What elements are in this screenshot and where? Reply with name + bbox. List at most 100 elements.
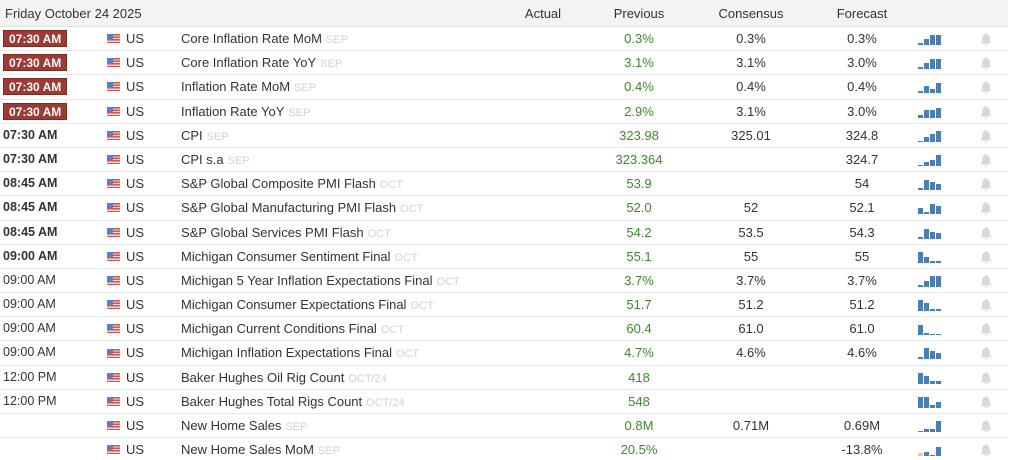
sparkline-chart-icon[interactable] bbox=[918, 372, 944, 384]
sparkline-chart-icon[interactable] bbox=[918, 57, 944, 70]
calendar-row[interactable]: US New Home Sales MoM SEP 20.5% -13.8% bbox=[0, 438, 1008, 460]
column-header-forecast[interactable]: Forecast bbox=[836, 6, 888, 21]
event-reference-period: OCT bbox=[380, 324, 405, 337]
sparkline-chart-icon[interactable] bbox=[918, 227, 944, 239]
sparkline-chart-icon[interactable] bbox=[918, 420, 944, 432]
sparkline-chart-icon[interactable] bbox=[918, 275, 944, 287]
bell-alert-icon[interactable] bbox=[980, 129, 992, 143]
event-name-link[interactable]: Michigan Current Conditions Final bbox=[181, 321, 377, 337]
bell-alert-icon[interactable] bbox=[980, 443, 992, 457]
sparkline-chart-icon[interactable] bbox=[918, 106, 944, 118]
country-code: US bbox=[126, 272, 145, 288]
event-name-link[interactable]: Inflation Rate MoM bbox=[181, 79, 291, 95]
event-name-link[interactable]: New Home Sales bbox=[181, 418, 282, 433]
sparkline-chart-icon[interactable] bbox=[918, 323, 944, 336]
sparkline-chart-icon[interactable] bbox=[918, 33, 944, 45]
calendar-row[interactable]: 09:00 AM US Michigan Inflation Expectati… bbox=[0, 341, 1008, 366]
event-country: US bbox=[107, 414, 144, 437]
event-name-link[interactable]: Inflation Rate YoY bbox=[181, 103, 285, 119]
forecast-value bbox=[817, 366, 907, 389]
calendar-row[interactable]: 08:45 AM US S&P Global Services PMI Flas… bbox=[0, 221, 1008, 245]
sparkline-chart-icon[interactable] bbox=[918, 81, 944, 94]
country-code: US bbox=[126, 442, 145, 458]
calendar-row[interactable]: 08:45 AM US S&P Global Composite PMI Fla… bbox=[0, 172, 1008, 197]
sparkline-chart-icon[interactable] bbox=[918, 154, 944, 166]
calendar-row[interactable]: 07:30 AM US Core Inflation Rate YoY SEP 3… bbox=[0, 51, 1008, 76]
sparkline-bar bbox=[924, 212, 929, 215]
actual-value bbox=[498, 124, 588, 147]
event-name-link[interactable]: New Home Sales MoM bbox=[181, 442, 314, 458]
bell-alert-icon[interactable] bbox=[980, 105, 992, 119]
bell-alert-icon[interactable] bbox=[980, 177, 992, 191]
event-name-link[interactable]: S&P Global Composite PMI Flash bbox=[181, 176, 376, 192]
column-header-previous[interactable]: Previous bbox=[613, 6, 665, 21]
sparkline-chart-icon[interactable] bbox=[918, 299, 944, 312]
calendar-row[interactable]: 09:00 AM US Michigan Consumer Sentiment … bbox=[0, 245, 1008, 269]
forecast-value: 61.0 bbox=[849, 321, 875, 337]
bell-alert-icon[interactable] bbox=[980, 250, 992, 264]
event-name-link[interactable]: Core Inflation Rate YoY bbox=[181, 55, 317, 71]
bell-alert-icon[interactable] bbox=[980, 371, 992, 385]
sparkline-chart-icon[interactable] bbox=[918, 202, 944, 215]
sparkline-bar bbox=[924, 63, 929, 70]
event-time: 07:30 AM bbox=[3, 78, 68, 96]
calendar-row[interactable]: 07:30 AM US CPI SEP 323.98 325.01 324.8 bbox=[0, 124, 1008, 148]
forecast-value: 3.0% bbox=[847, 55, 877, 71]
us-flag-icon bbox=[107, 348, 120, 358]
bell-alert-icon[interactable] bbox=[980, 419, 992, 433]
event-reference-period: SEP bbox=[320, 58, 343, 71]
sparkline-bar bbox=[918, 208, 923, 215]
actual-value bbox=[498, 148, 588, 171]
event-name-link[interactable]: Michigan 5 Year Inflation Expectations F… bbox=[181, 272, 433, 288]
bell-alert-icon[interactable] bbox=[980, 153, 992, 167]
calendar-row[interactable]: 12:00 PM US Baker Hughes Total Rigs Coun… bbox=[0, 390, 1008, 414]
calendar-row[interactable]: 07:30 AM US Inflation Rate YoY SEP 2.9% 3… bbox=[0, 100, 1008, 124]
bell-alert-icon[interactable] bbox=[980, 274, 992, 288]
sparkline-chart-icon[interactable] bbox=[918, 251, 944, 263]
column-header-consensus[interactable]: Consensus bbox=[718, 6, 784, 21]
sparkline-bar bbox=[924, 429, 929, 432]
bell-alert-icon[interactable] bbox=[980, 298, 992, 312]
calendar-row[interactable]: 09:00 AM US Michigan Current Conditions … bbox=[0, 317, 1008, 342]
event-name-link[interactable]: Baker Hughes Total Rigs Count bbox=[181, 393, 363, 409]
sparkline-bar bbox=[930, 260, 935, 263]
calendar-row[interactable]: US New Home Sales SEP 0.8M 0.71M 0.69M bbox=[0, 414, 1008, 439]
bell-alert-icon[interactable] bbox=[980, 80, 992, 94]
bell-alert-icon[interactable] bbox=[980, 56, 992, 70]
sparkline-chart-icon[interactable] bbox=[918, 347, 944, 360]
calendar-row[interactable]: 09:00 AM US Michigan Consumer Expectatio… bbox=[0, 293, 1008, 318]
bell-alert-icon[interactable] bbox=[980, 346, 992, 360]
event-name-link[interactable]: Baker Hughes Oil Rig Count bbox=[181, 369, 345, 385]
calendar-row[interactable]: 09:00 AM US Michigan 5 Year Inflation Ex… bbox=[0, 269, 1008, 294]
event-name-link[interactable]: Michigan Consumer Expectations Final bbox=[181, 297, 407, 313]
sparkline-chart-icon[interactable] bbox=[918, 396, 944, 408]
event-name-link[interactable]: CPI bbox=[181, 127, 203, 143]
us-flag-icon bbox=[107, 251, 120, 261]
calendar-row[interactable]: 07:30 AM US Core Inflation Rate MoM SEP 0… bbox=[0, 27, 1008, 52]
bell-alert-icon[interactable] bbox=[980, 32, 992, 46]
forecast-value: 54.3 bbox=[849, 224, 875, 240]
sparkline-bar bbox=[936, 107, 941, 118]
event-name-link[interactable]: Core Inflation Rate MoM bbox=[181, 31, 322, 46]
calendar-row[interactable]: 07:30 AM US Inflation Rate MoM SEP 0.4% 0… bbox=[0, 75, 1008, 100]
bell-alert-icon[interactable] bbox=[980, 226, 992, 240]
event-name-link[interactable]: Michigan Inflation Expectations Final bbox=[181, 345, 393, 361]
sparkline-chart-icon[interactable] bbox=[918, 444, 944, 457]
calendar-row[interactable]: 07:30 AM US CPI s.a SEP 323.364 324.7 bbox=[0, 148, 1008, 173]
calendar-row[interactable]: 12:00 PM US Baker Hughes Oil Rig Count OC… bbox=[0, 366, 1008, 390]
sparkline-bar bbox=[936, 184, 941, 191]
previous-value: 4.7% bbox=[624, 345, 654, 361]
sparkline-chart-icon[interactable] bbox=[918, 178, 944, 191]
bell-alert-icon[interactable] bbox=[980, 201, 992, 215]
sparkline-chart-icon[interactable] bbox=[918, 130, 944, 142]
event-name-link[interactable]: Michigan Consumer Sentiment Final bbox=[181, 248, 391, 264]
bell-alert-icon[interactable] bbox=[980, 395, 992, 409]
bell-alert-icon[interactable] bbox=[980, 322, 992, 336]
consensus-value bbox=[706, 390, 796, 413]
calendar-row[interactable]: 08:45 AM US S&P Global Manufacturing PMI… bbox=[0, 196, 1008, 221]
event-name-link[interactable]: CPI s.a bbox=[181, 151, 224, 167]
event-name-link[interactable]: S&P Global Services PMI Flash bbox=[181, 224, 364, 240]
event-name-link[interactable]: S&P Global Manufacturing PMI Flash bbox=[181, 200, 397, 216]
column-header-actual[interactable]: Actual bbox=[524, 6, 562, 21]
